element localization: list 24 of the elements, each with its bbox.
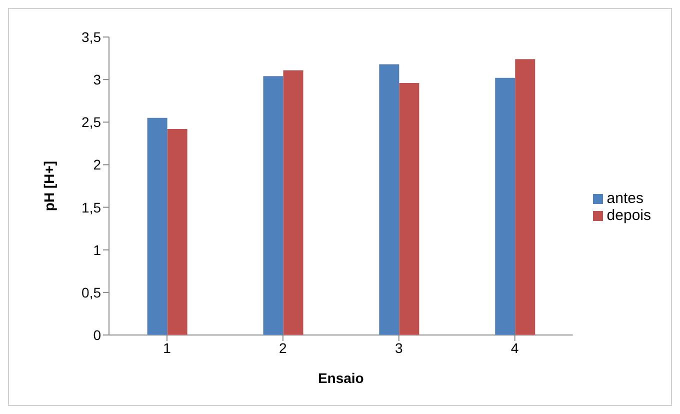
bar: [515, 59, 536, 335]
bar: [283, 70, 304, 335]
x-tick-label: 1: [163, 340, 172, 356]
y-tick-label: 3: [93, 72, 102, 88]
y-tick-label: 1,5: [82, 199, 102, 216]
y-tick-label: 3,5: [82, 28, 102, 45]
y-tick-label: 2: [93, 156, 102, 173]
y-tick-label: 0: [93, 326, 102, 343]
y-axis-title: pH [H+]: [40, 160, 57, 212]
bar: [379, 64, 400, 335]
bar: [399, 82, 420, 335]
bar: [263, 76, 284, 335]
x-tick-label: 3: [394, 340, 403, 356]
y-tick-label: 2,5: [82, 114, 102, 130]
bar: [147, 118, 168, 335]
y-tick-label: 1: [93, 242, 102, 258]
x-tick-label: 2: [279, 340, 288, 356]
x-axis-title: Ensaio: [318, 370, 364, 386]
bar: [167, 128, 188, 335]
legend-label: antes: [606, 190, 644, 207]
legend-label: depois: [606, 207, 651, 224]
bar: [495, 78, 516, 335]
y-tick-label: 0,5: [82, 284, 102, 300]
x-tick-label: 4: [510, 340, 519, 356]
